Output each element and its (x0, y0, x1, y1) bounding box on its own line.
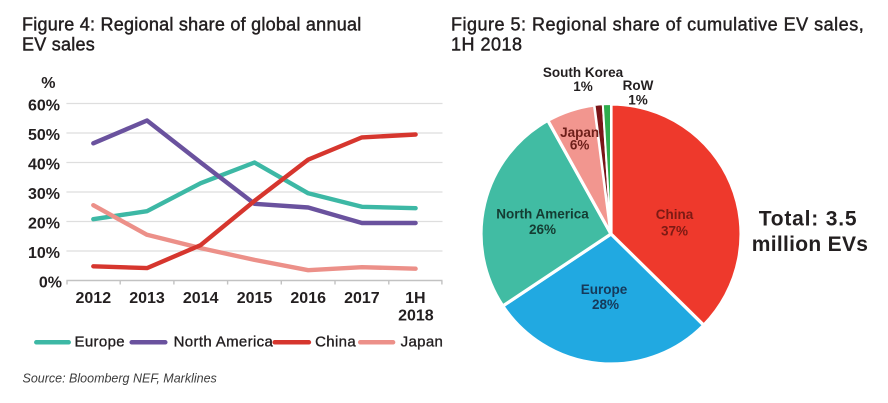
svg-text:China: China (656, 207, 694, 222)
svg-text:China: China (315, 334, 356, 351)
svg-text:2014: 2014 (183, 290, 219, 307)
svg-text:0%: 0% (39, 274, 62, 291)
svg-text:Figure 5: Regional share of cu: Figure 5: Regional share of cumulative E… (451, 15, 864, 35)
svg-text:1H: 1H (405, 290, 425, 307)
svg-text:Figure 4: Regional share of gl: Figure 4: Regional share of global annua… (22, 15, 361, 35)
svg-text:1%: 1% (573, 79, 593, 94)
svg-text:50%: 50% (28, 127, 60, 144)
svg-text:2012: 2012 (76, 290, 112, 307)
svg-text:20%: 20% (28, 215, 60, 232)
svg-text:30%: 30% (28, 186, 60, 203)
svg-text:Source: Bloomberg NEF, Marklin: Source: Bloomberg NEF, Marklines (23, 372, 217, 386)
svg-text:2017: 2017 (344, 290, 380, 307)
svg-text:Europe: Europe (581, 282, 628, 297)
svg-text:Japan: Japan (401, 334, 444, 351)
svg-text:Europe: Europe (75, 334, 125, 351)
svg-text:60%: 60% (28, 97, 60, 114)
svg-text:2016: 2016 (290, 290, 326, 307)
svg-text:million EVs: million EVs (752, 233, 869, 256)
svg-text:South Korea: South Korea (543, 65, 624, 80)
svg-text:1%: 1% (628, 93, 648, 108)
svg-text:North America: North America (174, 334, 274, 351)
svg-text:2018: 2018 (398, 308, 434, 325)
svg-text:28%: 28% (592, 297, 619, 312)
svg-text:40%: 40% (28, 156, 60, 173)
svg-text:1H 2018: 1H 2018 (451, 35, 523, 55)
svg-text:RoW: RoW (623, 78, 654, 93)
svg-text:6%: 6% (570, 138, 590, 153)
svg-text:%: % (41, 75, 55, 92)
svg-text:10%: 10% (28, 245, 60, 262)
svg-text:26%: 26% (529, 222, 556, 237)
svg-text:Japan: Japan (560, 125, 599, 140)
svg-text:2015: 2015 (237, 290, 273, 307)
svg-text:EV sales: EV sales (22, 35, 95, 55)
svg-text:Total: 3.5: Total: 3.5 (759, 208, 858, 231)
svg-text:2013: 2013 (129, 290, 165, 307)
svg-text:North America: North America (496, 207, 589, 222)
svg-text:37%: 37% (661, 224, 688, 239)
